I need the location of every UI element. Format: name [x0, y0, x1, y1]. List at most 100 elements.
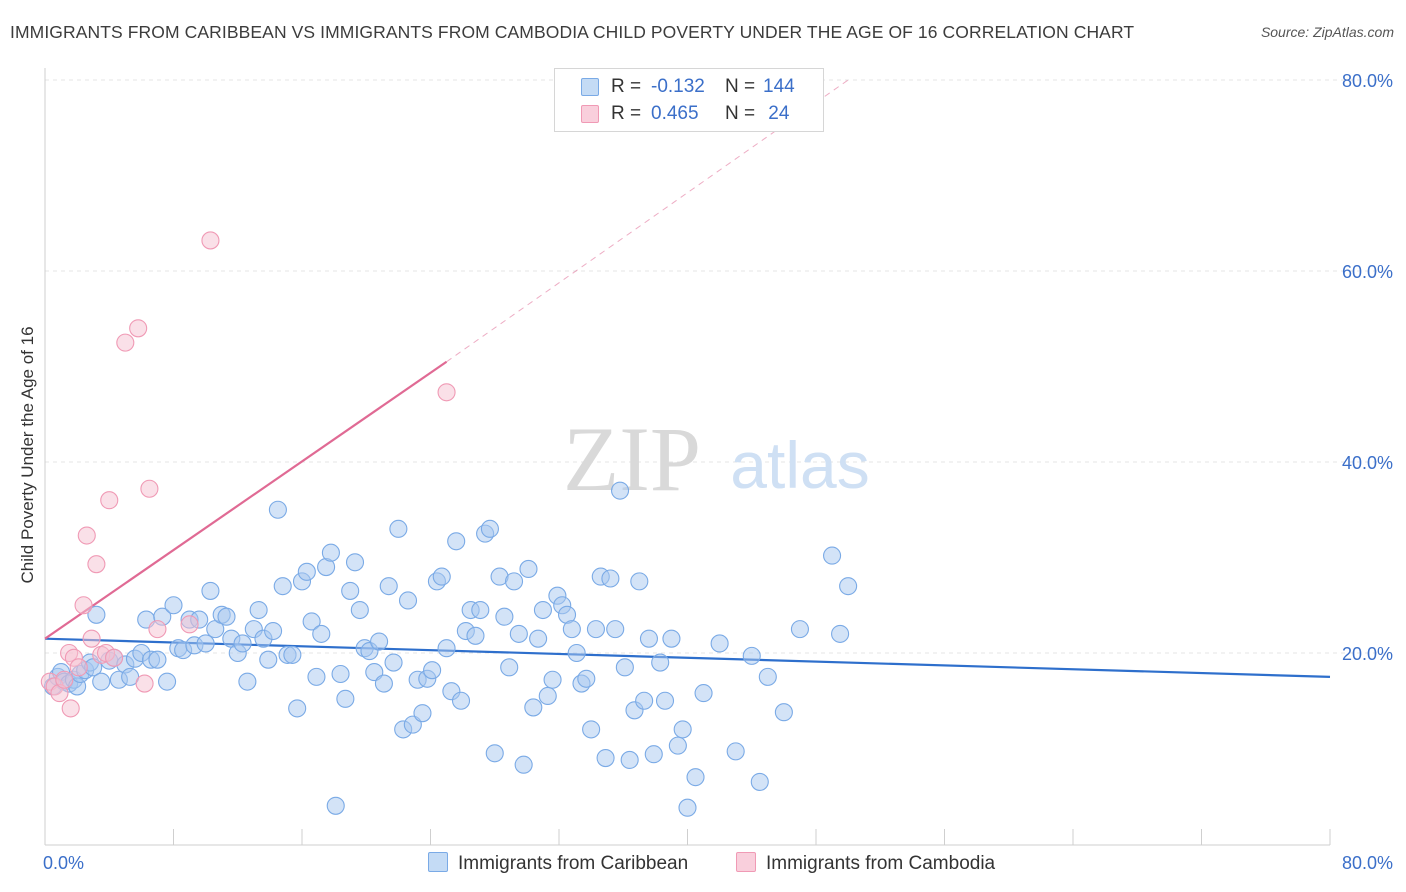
cambodia-point: [116, 333, 135, 352]
legend-row-cambodia: R = 0.465 N = 24: [555, 101, 823, 127]
x-tick-label: 0.0%: [43, 853, 84, 873]
caribbean-point: [480, 519, 499, 538]
caribbean-point: [514, 755, 533, 774]
caribbean-point: [326, 796, 345, 815]
cambodia-point: [180, 615, 199, 634]
caribbean-point: [87, 605, 106, 624]
watermark-zip: ZIP: [563, 408, 701, 510]
caribbean-point: [533, 600, 552, 620]
caribbean-point: [307, 667, 326, 686]
caribbean-point: [694, 684, 713, 703]
caribbean-point: [610, 481, 630, 500]
caribbean-point: [673, 720, 692, 739]
caribbean-point: [726, 742, 745, 761]
caribbean-point: [831, 624, 850, 643]
caribbean-point: [283, 645, 302, 664]
caribbean-point: [451, 691, 471, 710]
caribbean-point: [398, 591, 418, 610]
grid: [45, 79, 1392, 654]
caribbean-point: [577, 669, 596, 688]
caribbean-point: [331, 664, 350, 684]
caribbean-point: [529, 629, 548, 648]
chart-title: IMMIGRANTS FROM CARIBBEAN VS IMMIGRANTS …: [10, 22, 1135, 42]
caribbean-point: [538, 686, 557, 706]
caribbean-point: [519, 559, 538, 579]
cambodia-point: [140, 479, 159, 498]
cambodia-point: [105, 648, 124, 667]
caribbean-point: [196, 634, 215, 653]
caribbean-point: [686, 768, 705, 787]
caribbean-point: [562, 620, 581, 639]
n-value: 144: [763, 76, 795, 97]
y-tick-label: 80.0%: [1342, 71, 1393, 91]
caribbean-point: [615, 658, 634, 677]
caribbean-point: [509, 624, 528, 643]
caribbean-point: [742, 646, 761, 665]
caribbean-point: [790, 620, 809, 639]
cambodia-point: [148, 620, 167, 639]
legend-item-cambodia[interactable]: Immigrants from Cambodia: [736, 852, 995, 875]
caribbean-point: [273, 577, 292, 596]
caribbean-point: [710, 634, 729, 653]
caribbean-point: [288, 699, 307, 718]
legend-item-caribbean[interactable]: Immigrants from Caribbean: [428, 852, 688, 875]
caribbean-point: [249, 600, 268, 620]
caribbean-point: [774, 703, 793, 722]
caribbean-point: [630, 572, 649, 591]
caribbean-point: [567, 643, 586, 663]
caribbean-point: [447, 532, 466, 551]
caribbean-point: [662, 629, 681, 648]
watermark-atlas: atlas: [730, 428, 869, 502]
caribbean-point: [606, 620, 625, 639]
trend-lines: [44, 79, 1331, 678]
caribbean-point: [423, 661, 442, 680]
r-label: R =: [611, 76, 642, 97]
cambodia-point: [69, 658, 88, 677]
caribbean-point: [336, 689, 355, 708]
watermark: ZIP atlas: [563, 408, 870, 510]
caribbean-point: [639, 629, 659, 648]
r-value: 0.465: [651, 103, 699, 124]
y-axis-label: Child Poverty Under the Age of 16: [18, 326, 37, 584]
caribbean-point: [466, 626, 485, 645]
caribbean-point: [432, 567, 451, 586]
caribbean-point: [651, 653, 670, 672]
cambodia-point: [82, 629, 101, 648]
caribbean-point: [238, 672, 257, 691]
caribbean-point: [148, 650, 167, 669]
caribbean-point: [635, 691, 654, 710]
r-label: R =: [611, 103, 642, 124]
legend-swatch-caribbean: [581, 78, 599, 96]
caribbean-point: [413, 704, 432, 723]
caribbean-point: [350, 600, 369, 620]
caribbean-point: [655, 691, 675, 710]
data-points: [40, 231, 858, 817]
cambodia-point: [135, 674, 154, 693]
caribbean-point: [823, 546, 842, 565]
caribbean-point: [601, 569, 620, 588]
caribbean-point: [217, 607, 236, 626]
cambodia-point: [201, 231, 220, 250]
tick-labels: 20.0% 40.0% 60.0% 80.0% 0.0% 80.0%: [43, 71, 1393, 873]
caribbean-point: [644, 745, 663, 764]
r-value: -0.132: [651, 76, 705, 97]
caribbean-point: [524, 698, 543, 717]
cambodia-point: [77, 526, 96, 545]
caribbean-point: [374, 674, 393, 693]
caribbean-point: [495, 607, 514, 626]
caribbean-point: [839, 577, 858, 596]
trend-line-1: [44, 360, 448, 640]
caribbean-point: [264, 621, 283, 641]
n-label: N =: [725, 76, 756, 97]
cambodia-point: [87, 555, 106, 574]
legend-swatch-caribbean: [428, 852, 448, 872]
cambodia-point: [129, 319, 148, 338]
caribbean-point: [750, 772, 769, 791]
caribbean-point: [321, 543, 340, 562]
caribbean-point: [504, 572, 524, 591]
legend-swatch-cambodia: [736, 852, 756, 872]
cambodia-point: [61, 699, 80, 718]
cambodia-point: [437, 383, 456, 402]
caribbean-point: [758, 667, 777, 686]
legend-label-caribbean: Immigrants from Caribbean: [458, 853, 689, 874]
